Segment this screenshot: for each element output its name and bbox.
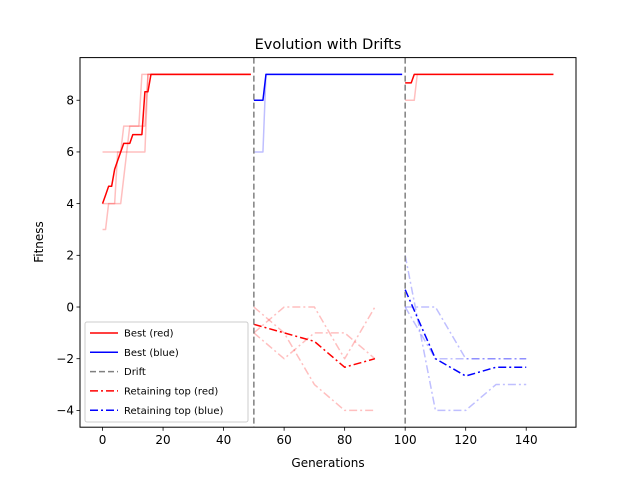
y-tick-label: −4	[56, 404, 74, 418]
series-line-15	[404, 306, 527, 360]
legend-label: Best (red)	[124, 329, 174, 340]
x-tick-label: 20	[155, 433, 170, 447]
chart-title: Evolution with Drifts	[255, 37, 402, 53]
axes-frame	[79, 57, 577, 428]
y-tick-label: 0	[66, 300, 74, 314]
legend-items: Best (red) Best (blue) Drift Retaining top …	[90, 329, 224, 417]
series-line-13	[404, 255, 527, 412]
x-axis-ticks: 0 20 40 60 80 100 120 140	[99, 427, 538, 447]
series-line-4	[253, 73, 403, 101]
series-line-9	[253, 332, 376, 360]
legend: Best (red) Best (blue) Drift Retaining top …	[84, 321, 249, 423]
y-tick-label: 2	[66, 249, 74, 263]
x-tick-label: 80	[337, 433, 352, 447]
series-line-3	[102, 73, 251, 205]
drift-layer	[253, 57, 406, 428]
series-layer	[101, 73, 554, 412]
x-tick-label: 140	[515, 433, 538, 447]
legend-label: Retaining top (blue)	[124, 406, 224, 417]
series-line-6	[405, 73, 554, 84]
legend-box	[84, 321, 249, 423]
series-line-12	[404, 289, 527, 377]
y-tick-label: −2	[56, 352, 74, 366]
series-line-8	[253, 323, 376, 368]
series-line-11	[253, 306, 375, 412]
x-tick-label: 120	[454, 433, 477, 447]
legend-label: Best (blue)	[124, 348, 179, 359]
legend-label: Retaining top (red)	[124, 387, 218, 398]
y-axis-label: Fitness	[32, 221, 46, 263]
series-line-2	[102, 73, 251, 231]
legend-label: Drift	[124, 367, 146, 378]
x-tick-label: 60	[276, 433, 291, 447]
x-tick-label: 100	[394, 433, 417, 447]
x-axis-label: Generations	[291, 456, 364, 470]
series-line-0	[101, 73, 251, 204]
x-tick-label: 40	[216, 433, 231, 447]
y-tick-label: 8	[66, 94, 74, 108]
x-tick-label: 0	[99, 433, 107, 447]
y-tick-label: 6	[66, 145, 74, 159]
y-axis-ticks: −4 −2 0 2 4 6 8	[56, 94, 80, 418]
series-line-14	[405, 306, 527, 360]
y-tick-label: 4	[66, 197, 74, 211]
series-line-10	[253, 306, 376, 360]
